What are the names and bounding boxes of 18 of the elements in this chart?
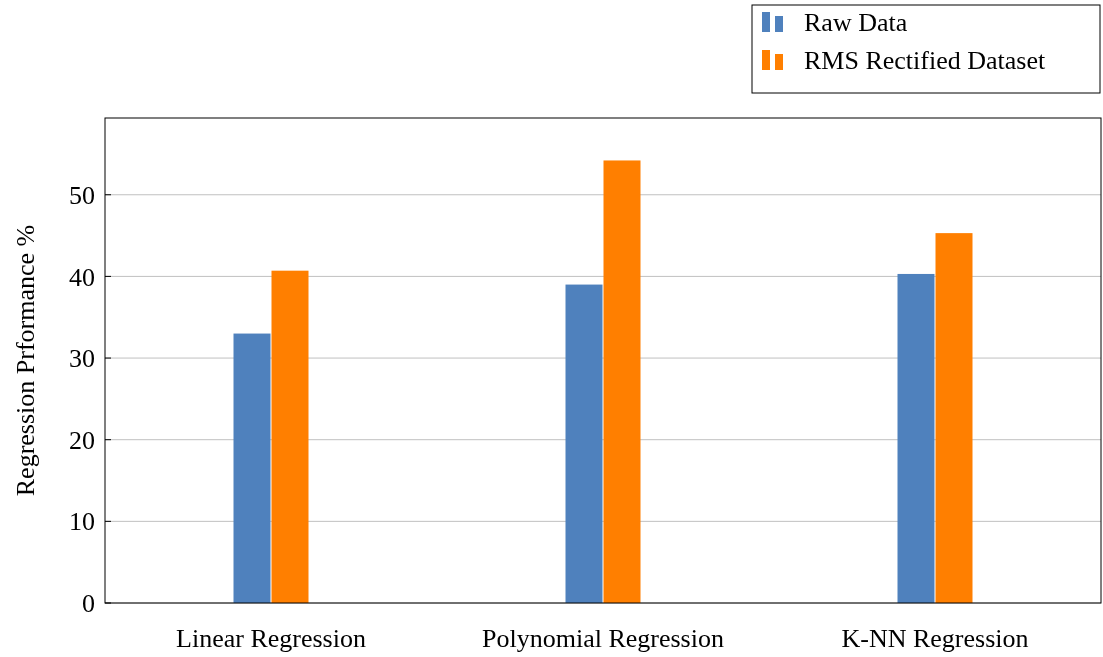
bar [565,284,603,603]
bar [271,270,309,603]
y-tick-label: 30 [69,344,95,374]
y-tick-label: 20 [69,425,95,455]
y-tick-label: 50 [69,180,95,210]
legend-label: Raw Data [804,8,908,38]
bar [897,273,935,603]
x-tick-label: K-NN Regression [841,624,1029,653]
y-tick-label: 0 [82,589,95,619]
bar [233,333,271,603]
bar [603,160,641,603]
y-tick-label: 40 [69,262,95,292]
x-tick-label: Linear Regression [176,624,366,653]
bar [935,233,973,603]
x-tick-label: Polynomial Regression [482,624,724,653]
y-tick-label: 10 [69,507,95,537]
y-axis-title: Regression Prformance % [11,224,40,497]
legend-label: RMS Rectified Dataset [804,46,1046,76]
